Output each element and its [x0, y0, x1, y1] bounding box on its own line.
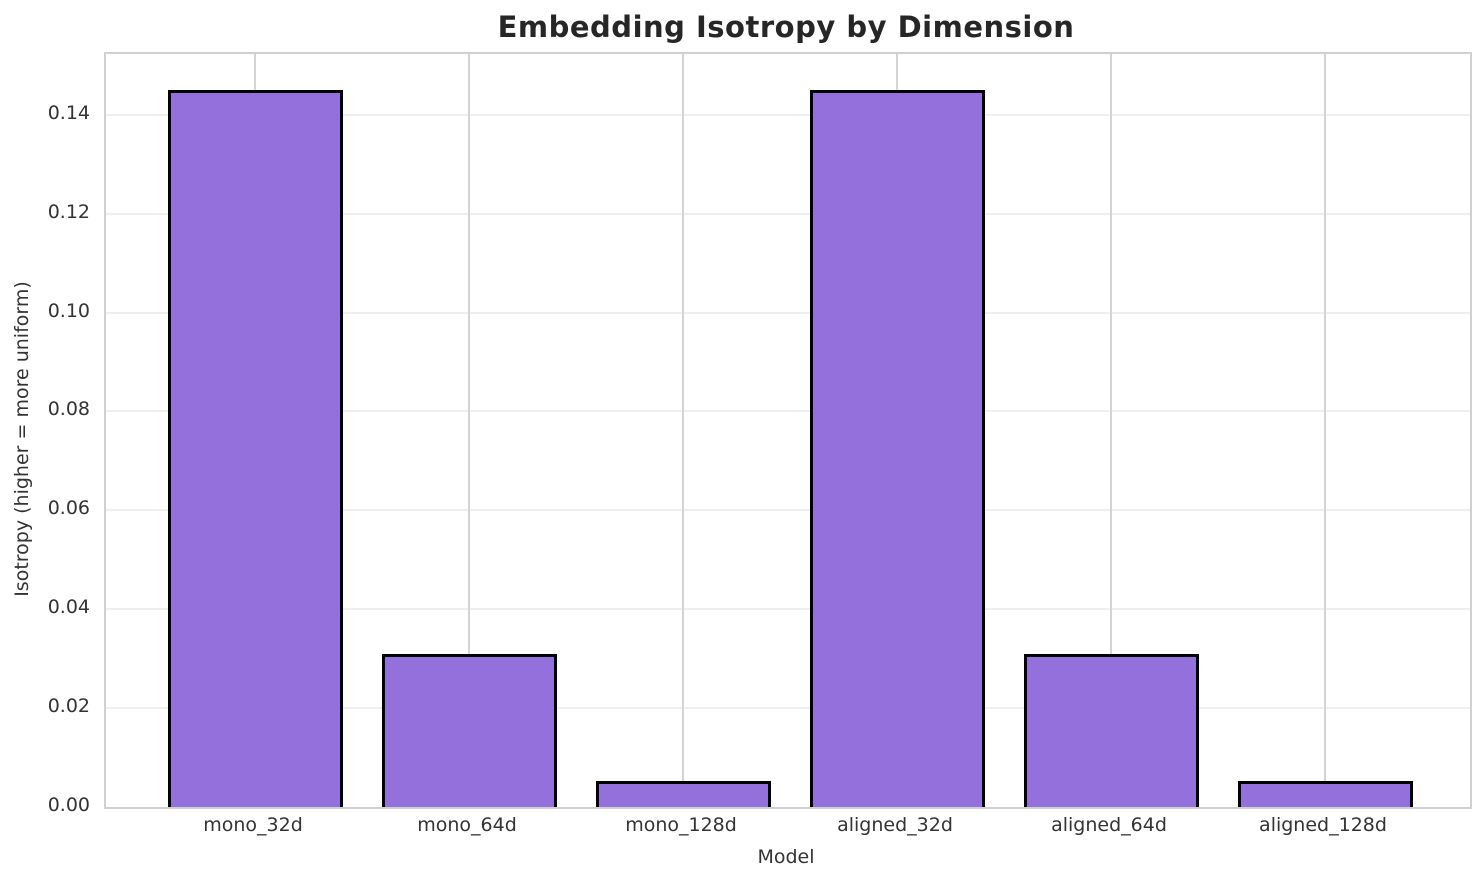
bar-aligned_32d — [809, 90, 985, 807]
bar-mono_128d — [595, 781, 771, 807]
y-tick-label: 0.06 — [47, 497, 90, 520]
y-tick-label: 0.08 — [47, 398, 90, 421]
h-gridline — [106, 707, 1470, 710]
y-tick-label: 0.12 — [47, 200, 90, 223]
h-gridline — [106, 311, 1470, 314]
h-gridline — [106, 113, 1470, 116]
bar-mono_64d — [381, 654, 557, 807]
bar-aligned_128d — [1237, 781, 1413, 807]
y-tick-label: 0.10 — [47, 299, 90, 322]
y-tick-label: 0.14 — [47, 101, 90, 124]
x-axis-label: Model — [757, 846, 815, 868]
h-gridline — [106, 410, 1470, 413]
v-gridline — [1324, 54, 1326, 807]
bar-aligned_64d — [1023, 654, 1199, 807]
y-tick-label: 0.02 — [47, 695, 90, 718]
x-category-label-mono_32d: mono_32d — [203, 814, 303, 836]
v-gridline — [468, 54, 470, 807]
x-category-label-aligned_128d: aligned_128d — [1259, 814, 1387, 836]
plot-area — [104, 52, 1472, 809]
x-category-label-aligned_64d: aligned_64d — [1051, 814, 1167, 836]
y-tick-label: 0.00 — [47, 794, 90, 816]
chart-title: Embedding Isotropy by Dimension — [497, 10, 1075, 44]
h-gridline — [106, 608, 1470, 611]
x-category-label-mono_128d: mono_128d — [625, 814, 737, 836]
h-gridline — [106, 509, 1470, 512]
y-axis-label: Isotropy (higher = more uniform) — [11, 281, 33, 597]
x-category-label-aligned_32d: aligned_32d — [837, 814, 953, 836]
v-gridline — [1110, 54, 1112, 807]
y-tick-label: 0.04 — [47, 596, 90, 619]
x-category-label-mono_64d: mono_64d — [417, 814, 517, 836]
v-gridline — [682, 54, 684, 807]
bar-mono_32d — [167, 90, 343, 807]
h-gridline — [106, 212, 1470, 215]
